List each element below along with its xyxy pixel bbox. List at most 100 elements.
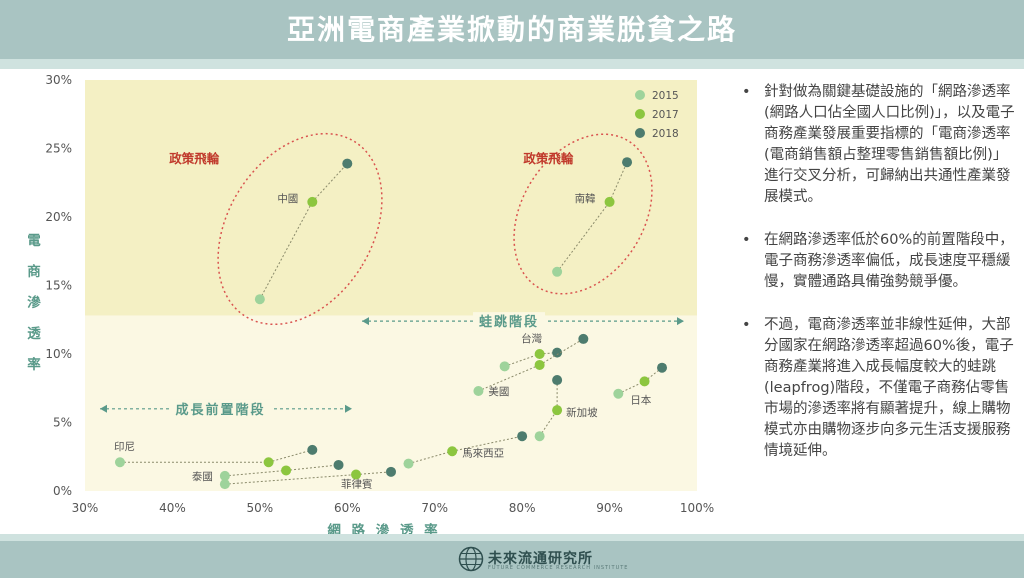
y-tick-label: 25% [45,142,72,156]
bullet-text: 在網路滲透率低於60%的前置階段中，電子商務滲透率偏低，成長速度平穩緩慢，實體通… [764,232,1014,290]
legend-marker [635,90,645,100]
x-tick-label: 70% [421,501,448,515]
data-point [254,294,265,305]
legend-label: 2017 [652,109,679,121]
header-bar [0,0,1024,59]
series-label: 馬來西亞 [462,447,504,459]
series-connector-line [311,163,348,203]
footer-stripe [0,534,1024,541]
leapfrog-arrow-left-head [362,317,369,326]
logo-text: 未來流通研究所 [488,551,593,567]
globe-logo-icon [458,546,484,572]
series-label: 台灣 [521,332,542,345]
data-point [307,444,318,455]
data-point [351,469,362,480]
data-point [219,470,230,481]
preliminary-stage-label: 成長前置階段 [176,402,266,418]
data-point [552,347,563,358]
preliminary-arrow-right-head [345,404,352,413]
data-point [657,362,668,373]
series-connector-line [268,449,313,463]
data-point [613,388,624,399]
y-tick-label: 20% [45,210,72,224]
data-point [622,157,633,168]
policy-flywheel-label: 政策飛輪 [523,151,574,166]
series-label: 日本 [630,394,651,407]
series-connector-line [539,409,558,437]
upper-zone-background [85,80,697,316]
series-connector-line [539,352,558,355]
y-tick-label: 30% [45,73,72,87]
y-tick-label: 5% [53,416,72,430]
data-point [219,479,230,490]
data-point [386,466,396,477]
x-tick-label: 30% [72,501,99,515]
preliminary-arrow-left-head [100,404,107,413]
series-label: 泰國 [192,470,213,483]
stage-label-background [473,312,546,332]
y-tick-label: 0% [53,484,72,498]
data-point [114,457,125,468]
series-connector-line [259,201,313,300]
bullet-item: • 在網路滲透率低於60%的前置階段中，電子商務滲透率偏低，成長速度平穩緩慢，實… [738,230,1020,293]
bullet-item: • 針對做為關鍵基礎設施的「網路滲透率(網路人口佔全國人口比例)」，以及電子商務… [738,82,1020,208]
data-point [473,385,484,396]
y-tick-label: 15% [45,279,72,293]
data-point [333,459,344,470]
data-point [552,266,563,277]
leapfrog-stage-label: 蛙跳階段 [479,314,539,330]
x-tick-label: 90% [596,501,623,515]
data-point [263,457,274,468]
data-point [307,196,318,207]
page-title: 亞洲電商產業掀動的商業脫貧之路 [286,13,737,46]
data-point [342,158,353,169]
series-connector-line [539,338,584,366]
data-point [534,349,545,359]
data-point [447,446,458,457]
bullet-item: • 不過，電商滲透率並非線性延伸，大部分國家在網路滲透率超過60%後，電子商務產… [738,315,1020,462]
legend-label: 2015 [652,90,679,102]
legend-marker [635,128,645,138]
series-connector-line [556,201,610,273]
bullet-list: • 針對做為關鍵基礎設施的「網路滲透率(網路人口佔全國人口比例)」，以及電子商務… [738,82,1020,484]
series-label: 美國 [488,385,509,398]
x-tick-label: 80% [509,501,536,515]
data-point [604,196,615,207]
data-point [578,333,589,344]
bullet-marker: • [742,232,751,248]
y-axis-title: 電商滲透率 [27,232,41,373]
policy-flywheel-label: 政策飛輪 [169,151,220,166]
series-connector-line [478,364,540,392]
series-label: 菲律賓 [341,478,373,491]
series-label: 印尼 [114,441,135,453]
series-label: 新加坡 [566,406,598,419]
policy-circle-china [217,132,383,326]
data-point [552,375,563,386]
series-connector-line [355,471,392,476]
bullet-marker: • [742,84,751,100]
bullet-text: 針對做為關鍵基礎設施的「網路滲透率(網路人口佔全國人口比例)」，以及電子商務產業… [764,84,1015,205]
footer-bar [0,541,1024,578]
stage-label-background [169,399,272,419]
x-axis-title: 網 路 滲 透 率 [327,522,440,534]
x-tick-label: 60% [334,501,361,515]
legend-marker [635,109,645,119]
series-label: 中國 [277,192,298,205]
data-point [517,431,528,442]
bullet-text: 不過，電商滲透率並非線性延伸，大部分國家在網路滲透率超過60%後，電子商務產業將… [764,317,1014,459]
data-point [639,376,650,387]
series-connector-line [286,464,339,471]
leapfrog-arrow-right-head [677,317,684,326]
x-tick-label: 100% [680,501,714,515]
data-point [281,465,292,476]
series-label: 南韓 [575,192,596,205]
data-point [534,359,545,370]
y-tick-label: 10% [45,347,72,361]
series-connector-line [224,474,357,485]
scatter-chart: 30% 40% 50% 60% 70% 80% 90% 100% 0% 5% 10% 15% 20% 25… [27,73,714,534]
data-point [534,431,545,442]
x-tick-label: 40% [159,501,186,515]
series-connector-line [609,161,628,203]
legend-label: 2018 [652,128,679,140]
series-connector-line [408,450,453,465]
